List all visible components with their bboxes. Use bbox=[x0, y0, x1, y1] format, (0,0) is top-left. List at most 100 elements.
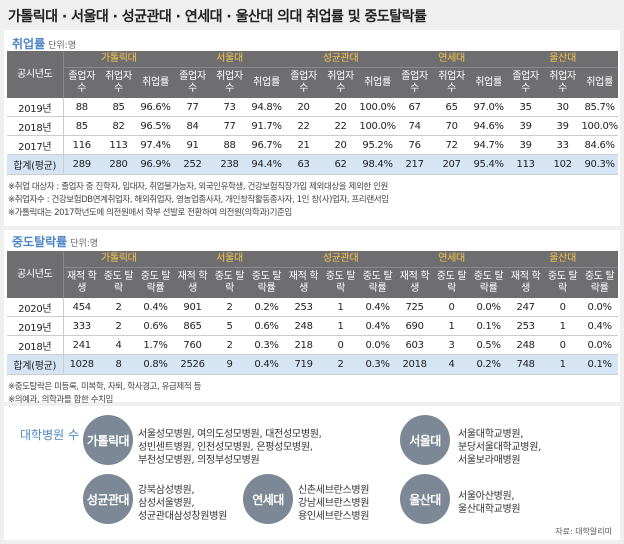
data-row: 합계(평균) 289 280 96.9% 252 238 94.4% 63 62 98.4% 217… bbox=[7, 154, 619, 175]
cell: 70 bbox=[433, 116, 471, 136]
cell: 100.0% bbox=[359, 98, 397, 117]
note: ※취업자수 : 건강보험DB연계취업자, 해외취업자, 영농업종사자, 개인창작… bbox=[8, 195, 389, 205]
cell: 0.1% bbox=[470, 316, 508, 336]
subheader: 재적 학생 bbox=[396, 267, 434, 298]
subheader: 졸업자 수 bbox=[507, 67, 545, 98]
cell: 95.4% bbox=[470, 154, 508, 175]
cell: 690 bbox=[396, 316, 434, 336]
note: ※가톨릭대는 2017학년도에 의전원에서 학부 선발로 전환하여 의전원(의학… bbox=[8, 208, 292, 218]
cell: 30 bbox=[544, 98, 582, 117]
cell: 84 bbox=[174, 116, 212, 136]
cell: 719 bbox=[285, 354, 323, 375]
cell: 88 bbox=[63, 98, 100, 117]
subheader: 졸업자 수 bbox=[285, 67, 323, 98]
cell: 0.0% bbox=[581, 335, 619, 355]
header-row: 공시년도 가톨릭대 서울대 성균관대 연세대 울산대 bbox=[7, 51, 619, 98]
hospital-line: 신촌세브란스병원 bbox=[298, 485, 370, 496]
cell: 2 bbox=[211, 335, 249, 355]
cell: 0.4% bbox=[581, 316, 619, 336]
cell: 33 bbox=[544, 135, 582, 155]
cell: 289 bbox=[63, 154, 100, 175]
subheader: 취업자 수 bbox=[100, 67, 137, 98]
cell: 0.3% bbox=[359, 354, 397, 375]
subheader: 재적 학생 bbox=[63, 267, 100, 298]
cell: 39 bbox=[507, 135, 545, 155]
data-row: 2020년 454 2 0.4% 901 2 0.2% 253 1 0.4% 725 0 0.0% 247… bbox=[7, 298, 619, 317]
data-row: 2019년 333 2 0.6% 865 5 0.6% 248 1 0.4% 690 1 0.1% 253… bbox=[7, 316, 619, 336]
dropout-table: 공시년도 가톨릭대 서울대 성균관대 연세대 울산대 재적 학생 중도 탈락 중도 탈락률 재적 … bbox=[7, 251, 619, 375]
subheader: 중도 탈락 bbox=[211, 267, 249, 298]
cell: 0.4% bbox=[359, 298, 397, 317]
cell: 97.4% bbox=[137, 135, 175, 155]
cell: 98.4% bbox=[359, 154, 397, 175]
subheader: 취업자 수 bbox=[322, 67, 360, 98]
cell: 2 bbox=[322, 354, 360, 375]
cell: 0.2% bbox=[248, 298, 286, 317]
cell: 94.8% bbox=[248, 98, 286, 117]
hospital-line: 강북삼성병원, bbox=[138, 485, 195, 496]
cell: 0.2% bbox=[470, 354, 508, 375]
cell: 238 bbox=[211, 154, 249, 175]
hospital-line: 강남세브란스병원 bbox=[298, 498, 370, 509]
cell: 0.3% bbox=[248, 335, 286, 355]
cell: 22 bbox=[285, 116, 323, 136]
cell: 94.6% bbox=[470, 116, 508, 136]
university: 성균관대 bbox=[285, 251, 397, 268]
note: ※의예과, 의학과를 합한 수치임 bbox=[8, 395, 113, 405]
year: 2020년 bbox=[7, 298, 64, 317]
section-title: 중도탈락률 단위:명 bbox=[12, 233, 98, 250]
cell: 91.7% bbox=[248, 116, 286, 136]
cell: 0 bbox=[544, 335, 582, 355]
cell: 0.8% bbox=[137, 354, 175, 375]
source: 자료: 대학알리미 bbox=[555, 527, 612, 536]
university-badge: 울산대 bbox=[400, 474, 450, 524]
cell: 20 bbox=[285, 98, 323, 117]
year-header: 공시년도 bbox=[7, 251, 64, 298]
cell: 67 bbox=[396, 98, 434, 117]
university-badge: 서울대 bbox=[400, 415, 450, 465]
university: 가톨릭대 bbox=[63, 51, 175, 68]
cell: 218 bbox=[285, 335, 323, 355]
cell: 4 bbox=[433, 354, 471, 375]
header-row: 공시년도 가톨릭대 서울대 성균관대 연세대 울산대 bbox=[7, 251, 619, 298]
cell: 91 bbox=[174, 135, 212, 155]
university: 울산대 bbox=[507, 51, 619, 68]
university: 연세대 bbox=[396, 251, 508, 268]
cell: 39 bbox=[507, 116, 545, 136]
hospital-line: 용인세브란스병원 bbox=[298, 511, 370, 522]
cell: 248 bbox=[507, 335, 545, 355]
cell: 65 bbox=[433, 98, 471, 117]
cell: 0.0% bbox=[470, 298, 508, 317]
cell: 247 bbox=[507, 298, 545, 317]
subheader-row: 재적 학생 중도 탈락 중도 탈락률 재적 학생 중도 탈락 중도 탈락률 재적 학생 중도 … bbox=[7, 267, 619, 298]
cell: 85 bbox=[100, 98, 137, 117]
cell: 2018 bbox=[396, 354, 434, 375]
cell: 248 bbox=[285, 316, 323, 336]
cell: 0.4% bbox=[248, 354, 286, 375]
cell: 2 bbox=[211, 298, 249, 317]
subheader: 중도 탈락률 bbox=[581, 267, 619, 298]
cell: 96.9% bbox=[137, 154, 175, 175]
note: ※중도탈락은 미등록, 미복학, 자퇴, 학사경고, 유급제적 등 bbox=[8, 382, 201, 392]
cell: 96.5% bbox=[137, 116, 175, 136]
cell: 748 bbox=[507, 354, 545, 375]
cell: 0.1% bbox=[581, 354, 619, 375]
year: 2018년 bbox=[7, 335, 64, 355]
cell: 0.6% bbox=[248, 316, 286, 336]
dropout-title: 중도탈락률 bbox=[12, 235, 68, 249]
cell: 77 bbox=[174, 98, 212, 117]
university: 울산대 bbox=[507, 251, 619, 268]
cell: 2 bbox=[100, 298, 137, 317]
cell: 0.4% bbox=[359, 316, 397, 336]
hospital-line: 성빈센트병원, 인천성모병원, 은평성모병원, bbox=[138, 442, 313, 453]
cell: 2526 bbox=[174, 354, 212, 375]
cell: 74 bbox=[396, 116, 434, 136]
year: 합계(평균) bbox=[7, 354, 64, 375]
cell: 85 bbox=[63, 116, 100, 136]
hospital-line: 서울대학교병원, bbox=[458, 429, 524, 440]
university: 가톨릭대 bbox=[63, 251, 175, 268]
section-title: 취업률 단위:명 bbox=[12, 35, 76, 52]
title: 가톨릭대 · 서울대 · 성균관대 · 연세대 · 울산대 의대 취업률 및 중… bbox=[8, 9, 427, 25]
subheader: 중도 탈락률 bbox=[470, 267, 508, 298]
